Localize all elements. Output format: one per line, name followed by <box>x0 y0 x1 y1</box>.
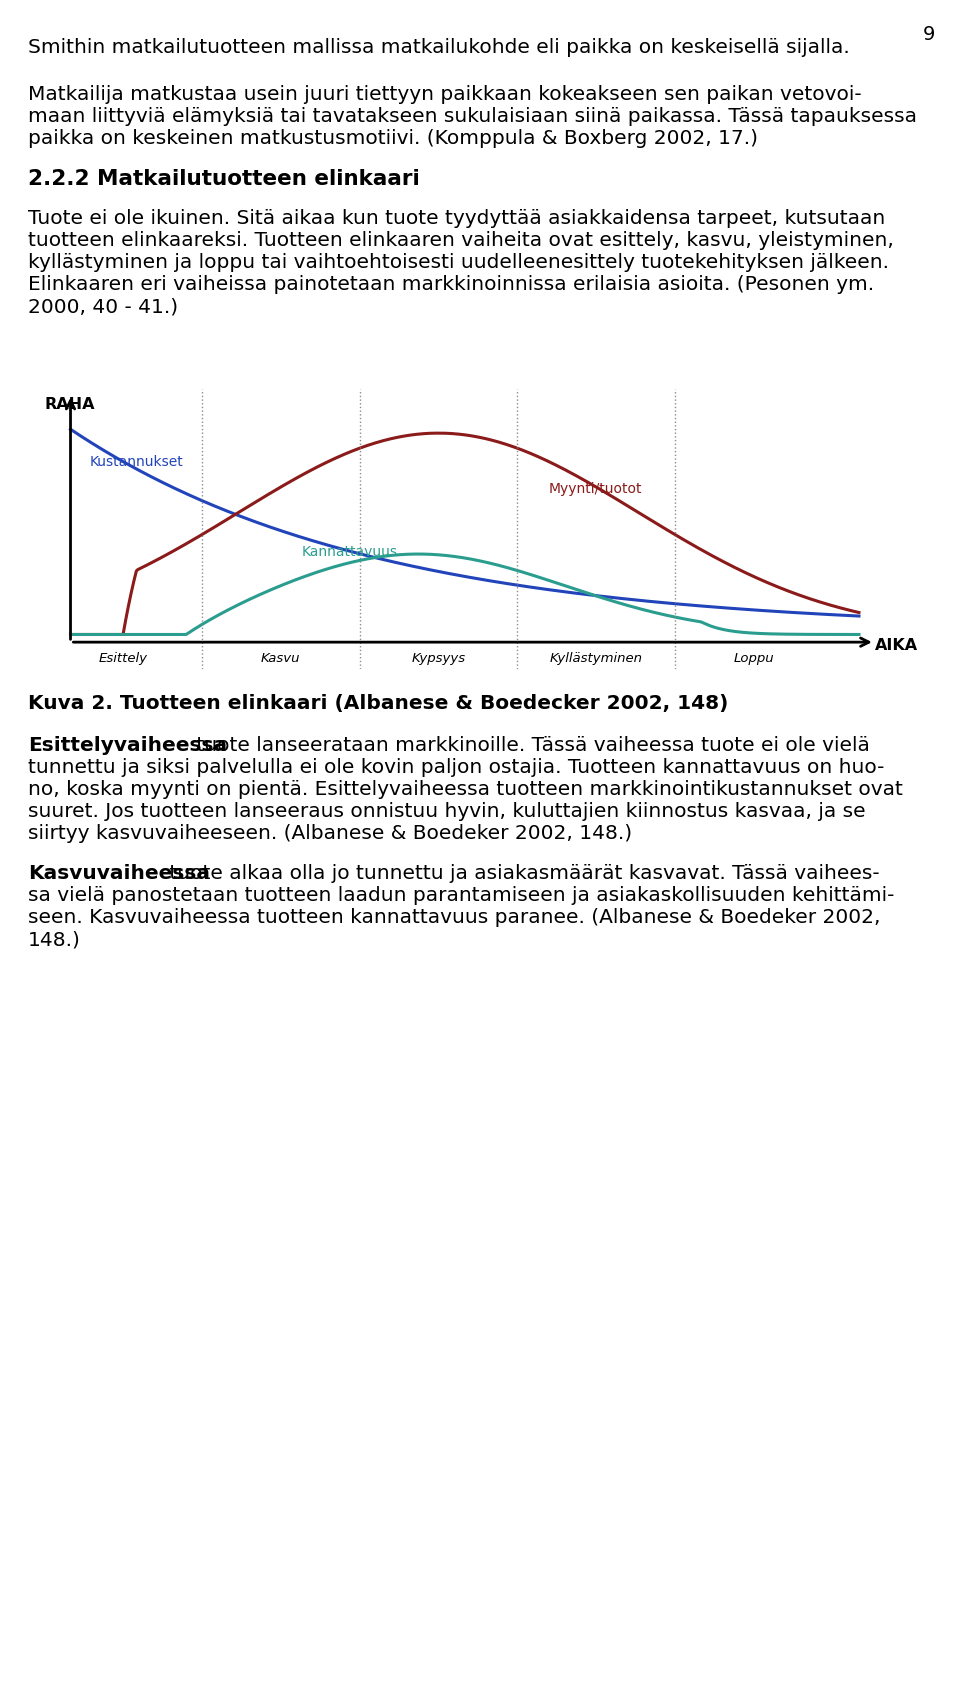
Text: paikka on keskeinen matkustusmotiivi. (Komppula & Boxberg 2002, 17.): paikka on keskeinen matkustusmotiivi. (K… <box>28 129 758 148</box>
Text: tunnettu ja siksi palvelulla ei ole kovin paljon ostajia. Tuotteen kannattavuus : tunnettu ja siksi palvelulla ei ole kovi… <box>28 758 884 777</box>
Text: Myynti/tuotot: Myynti/tuotot <box>549 481 642 496</box>
Text: RAHA: RAHA <box>44 396 95 411</box>
Text: Loppu: Loppu <box>733 651 774 665</box>
Text: 2.2.2 Matkailutuotteen elinkaari: 2.2.2 Matkailutuotteen elinkaari <box>28 168 420 189</box>
Text: siirtyy kasvuvaiheeseen. (Albanese & Boedeker 2002, 148.): siirtyy kasvuvaiheeseen. (Albanese & Boe… <box>28 824 632 843</box>
Text: AIKA: AIKA <box>875 639 918 653</box>
Text: Matkailija matkustaa usein juuri tiettyyn paikkaan kokeakseen sen paikan vetovoi: Matkailija matkustaa usein juuri tiettyy… <box>28 85 862 104</box>
Text: 148.): 148.) <box>28 930 81 949</box>
Text: Kuva 2. Tuotteen elinkaari (Albanese & Boedecker 2002, 148): Kuva 2. Tuotteen elinkaari (Albanese & B… <box>28 694 729 712</box>
Text: Kannattavuus: Kannattavuus <box>301 546 397 559</box>
Text: seen. Kasvuvaiheessa tuotteen kannattavuus paranee. (Albanese & Boedeker 2002,: seen. Kasvuvaiheessa tuotteen kannattavu… <box>28 908 880 927</box>
Text: maan liittyviä elämyksiä tai tavatakseen sukulaisiaan siinä paikassa. Tässä tapa: maan liittyviä elämyksiä tai tavatakseen… <box>28 107 917 126</box>
Text: Kypsyys: Kypsyys <box>412 651 466 665</box>
Text: Kasvuvaiheessa: Kasvuvaiheessa <box>28 864 210 882</box>
Text: Smithin matkailutuotteen mallissa matkailukohde eli paikka on keskeisellä sijall: Smithin matkailutuotteen mallissa matkai… <box>28 37 850 58</box>
Text: Esittelyvaiheessa: Esittelyvaiheessa <box>28 736 228 755</box>
Text: sa vielä panostetaan tuotteen laadun parantamiseen ja asiakaskollisuuden kehittä: sa vielä panostetaan tuotteen laadun par… <box>28 886 895 904</box>
Text: Elinkaaren eri vaiheissa painotetaan markkinoinnissa erilaisia asioita. (Pesonen: Elinkaaren eri vaiheissa painotetaan mar… <box>28 275 875 294</box>
Text: suuret. Jos tuotteen lanseeraus onnistuu hyvin, kuluttajien kiinnostus kasvaa, j: suuret. Jos tuotteen lanseeraus onnistuu… <box>28 802 866 821</box>
Text: Esittely: Esittely <box>99 651 148 665</box>
Text: no, koska myynti on pientä. Esittelyvaiheessa tuotteen markkinointikustannukset : no, koska myynti on pientä. Esittelyvaih… <box>28 780 902 799</box>
Text: Tuote ei ole ikuinen. Sitä aikaa kun tuote tyydyttää asiakkaidensa tarpeet, kuts: Tuote ei ole ikuinen. Sitä aikaa kun tuo… <box>28 209 885 228</box>
Text: Kyllästyminen: Kyllästyminen <box>550 651 642 665</box>
Text: kyllästyminen ja loppu tai vaihtoehtoisesti uudelleenesittely tuotekehityksen jä: kyllästyminen ja loppu tai vaihtoehtoise… <box>28 253 889 272</box>
Text: Kasvu: Kasvu <box>261 651 300 665</box>
Text: tuote lanseerataan markkinoille. Tässä vaiheessa tuote ei ole vielä: tuote lanseerataan markkinoille. Tässä v… <box>190 736 870 755</box>
Text: Kustannukset: Kustannukset <box>89 456 183 469</box>
Text: tuote alkaa olla jo tunnettu ja asiakasmäärät kasvavat. Tässä vaihees-: tuote alkaa olla jo tunnettu ja asiakasm… <box>163 864 879 882</box>
Text: 9: 9 <box>923 26 935 44</box>
Text: tuotteen elinkaareksi. Tuotteen elinkaaren vaiheita ovat esittely, kasvu, yleist: tuotteen elinkaareksi. Tuotteen elinkaar… <box>28 231 894 250</box>
Text: 2000, 40 - 41.): 2000, 40 - 41.) <box>28 298 179 316</box>
